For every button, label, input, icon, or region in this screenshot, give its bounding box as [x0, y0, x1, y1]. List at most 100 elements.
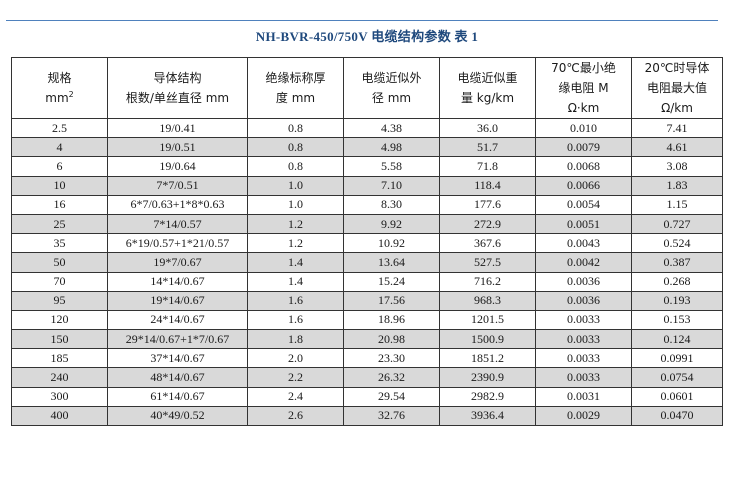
cell-diameter: 17.56	[343, 290, 440, 311]
cell-insulation: 0.8	[247, 156, 344, 177]
table-row: 400 40*49/0.52 2.6 32.76 3936.4 0.0029 0.0470	[11, 405, 723, 427]
cell-conductor: 37*14/0.67	[107, 348, 248, 369]
table-row: 6 19/0.64 0.8 5.58 71.8 0.0068 3.08	[11, 156, 723, 177]
top-rule	[6, 20, 718, 21]
cell-conductor: 7*7/0.51	[107, 175, 248, 196]
cell-conductor-resistance: 0.0601	[631, 386, 723, 407]
cell-weight: 527.5	[439, 252, 536, 273]
cell-conductor-resistance: 1.83	[631, 175, 723, 196]
cell-insulation-resistance: 0.010	[535, 117, 632, 139]
cell-conductor-resistance: 4.61	[631, 137, 723, 158]
cell-diameter: 15.24	[343, 271, 440, 292]
table-row: 185 37*14/0.67 2.0 23.30 1851.2 0.0033 0.0991	[11, 348, 723, 369]
cell-spec: 95	[11, 290, 108, 311]
table-row: 2.5 19/0.41 0.8 4.38 36.0 0.010 7.41	[11, 117, 723, 139]
cell-spec: 6	[11, 156, 108, 177]
header-row: 规格 mm2 导体结构 根数/单丝直径 mm 绝缘标称厚 度 mm 电缆近似外 …	[11, 57, 723, 119]
cell-weight: 118.4	[439, 175, 536, 196]
cell-conductor-resistance: 3.08	[631, 156, 723, 177]
cell-conductor-resistance: 0.0470	[631, 405, 723, 427]
table-row: 70 14*14/0.67 1.4 15.24 716.2 0.0036 0.268	[11, 271, 723, 292]
cell-diameter: 32.76	[343, 405, 440, 427]
cell-spec: 120	[11, 309, 108, 331]
cell-conductor-resistance: 7.41	[631, 117, 723, 139]
table-row: 25 7*14/0.57 1.2 9.92 272.9 0.0051 0.727	[11, 213, 723, 235]
cell-insulation-resistance: 0.0029	[535, 405, 632, 427]
cell-insulation: 1.6	[247, 290, 344, 311]
cell-conductor-resistance: 0.727	[631, 213, 723, 235]
cell-conductor: 61*14/0.67	[107, 386, 248, 407]
cell-weight: 2982.9	[439, 386, 536, 407]
cell-insulation: 2.2	[247, 367, 344, 388]
cell-conductor-resistance: 0.124	[631, 329, 723, 350]
cell-spec: 2.5	[11, 117, 108, 139]
cell-insulation-resistance: 0.0031	[535, 386, 632, 407]
cell-insulation: 2.0	[247, 348, 344, 369]
cell-insulation-resistance: 0.0033	[535, 329, 632, 350]
cell-insulation: 0.8	[247, 137, 344, 158]
header-diameter: 电缆近似外 径 mm	[343, 57, 440, 119]
cell-insulation-resistance: 0.0042	[535, 252, 632, 273]
cell-weight: 716.2	[439, 271, 536, 292]
cell-weight: 177.6	[439, 194, 536, 215]
cell-conductor: 19/0.51	[107, 137, 248, 158]
header-conductor: 导体结构 根数/单丝直径 mm	[107, 57, 248, 119]
table-row: 300 61*14/0.67 2.4 29.54 2982.9 0.0031 0.0601	[11, 386, 723, 407]
cell-insulation: 1.4	[247, 252, 344, 273]
table-row: 35 6*19/0.57+1*21/0.57 1.2 10.92 367.6 0.0043…	[11, 233, 723, 254]
cell-insulation-resistance: 0.0054	[535, 194, 632, 215]
cell-conductor: 7*14/0.57	[107, 213, 248, 235]
cell-spec: 150	[11, 329, 108, 350]
cell-spec: 4	[11, 137, 108, 158]
cell-weight: 36.0	[439, 117, 536, 139]
cell-diameter: 4.38	[343, 117, 440, 139]
cell-diameter: 18.96	[343, 309, 440, 331]
cell-insulation: 1.2	[247, 233, 344, 254]
table-row: 150 29*14/0.67+1*7/0.67 1.8 20.98 1500.9 0.00…	[11, 329, 723, 350]
cell-diameter: 13.64	[343, 252, 440, 273]
cell-diameter: 10.92	[343, 233, 440, 254]
table-row: 4 19/0.51 0.8 4.98 51.7 0.0079 4.61	[11, 137, 723, 158]
cell-insulation: 1.0	[247, 175, 344, 196]
cell-conductor: 29*14/0.67+1*7/0.67	[107, 329, 248, 350]
table-row: 16 6*7/0.63+1*8*0.63 1.0 8.30 177.6 0.0054 1.1…	[11, 194, 723, 215]
cell-conductor: 19/0.64	[107, 156, 248, 177]
cell-weight: 2390.9	[439, 367, 536, 388]
cell-insulation-resistance: 0.0033	[535, 367, 632, 388]
cell-insulation-resistance: 0.0079	[535, 137, 632, 158]
cell-insulation: 1.6	[247, 309, 344, 331]
cell-conductor-resistance: 0.0991	[631, 348, 723, 369]
cell-conductor-resistance: 0.387	[631, 252, 723, 273]
cell-insulation-resistance: 0.0043	[535, 233, 632, 254]
cell-diameter: 20.98	[343, 329, 440, 350]
cell-diameter: 8.30	[343, 194, 440, 215]
table-row: 50 19*7/0.67 1.4 13.64 527.5 0.0042 0.387	[11, 252, 723, 273]
cell-insulation: 2.4	[247, 386, 344, 407]
cell-insulation-resistance: 0.0068	[535, 156, 632, 177]
cell-insulation-resistance: 0.0036	[535, 290, 632, 311]
cell-insulation: 1.4	[247, 271, 344, 292]
cell-insulation: 1.2	[247, 213, 344, 235]
table-title: NH-BVR-450/750V 电缆结构参数 表 1	[255, 29, 479, 44]
cell-conductor: 24*14/0.67	[107, 309, 248, 331]
cell-weight: 1500.9	[439, 329, 536, 350]
cell-diameter: 9.92	[343, 213, 440, 235]
cell-conductor-resistance: 0.0754	[631, 367, 723, 388]
table-row: 10 7*7/0.51 1.0 7.10 118.4 0.0066 1.83	[11, 175, 723, 196]
cell-insulation: 1.0	[247, 194, 344, 215]
cell-diameter: 26.32	[343, 367, 440, 388]
cell-diameter: 29.54	[343, 386, 440, 407]
cell-weight: 71.8	[439, 156, 536, 177]
cell-weight: 1851.2	[439, 348, 536, 369]
cell-insulation-resistance: 0.0033	[535, 309, 632, 331]
cell-diameter: 7.10	[343, 175, 440, 196]
cell-conductor: 14*14/0.67	[107, 271, 248, 292]
table-body: 2.5 19/0.41 0.8 4.38 36.0 0.010 7.41 4 19/0.51 0.…	[11, 117, 723, 427]
spec-table: 规格 mm2 导体结构 根数/单丝直径 mm 绝缘标称厚 度 mm 电缆近似外 …	[11, 57, 723, 427]
cell-spec: 70	[11, 271, 108, 292]
cell-conductor-resistance: 0.193	[631, 290, 723, 311]
header-insulation-resistance: 70℃最小绝 缘电阻 M Ω·km	[535, 57, 632, 119]
cell-insulation-resistance: 0.0033	[535, 348, 632, 369]
cell-weight: 1201.5	[439, 309, 536, 331]
cell-spec: 50	[11, 252, 108, 273]
